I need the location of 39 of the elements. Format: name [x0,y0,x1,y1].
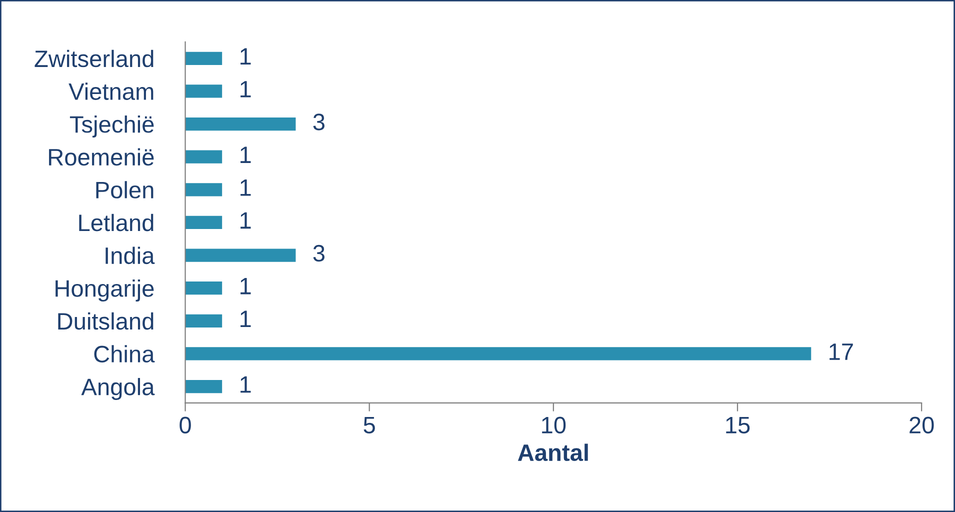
x-tick-label: 20 [910,416,934,434]
bar [185,117,296,131]
y-tick-label: Letland [79,214,154,232]
data-label: 3 [313,114,324,130]
bar [185,314,222,328]
bar [185,248,296,262]
data-label: 1 [240,310,251,328]
y-tick-label: Hongarije [56,280,154,302]
x-tick-label: 5 [364,417,375,434]
y-tick-label: Angola [81,378,155,400]
data-label: 1 [240,212,251,229]
bar [185,282,222,295]
data-label: 3 [313,244,324,262]
y-tick-label: Tsjechië [70,115,154,138]
y-tick-label: Zwitserland [34,50,154,68]
bar [185,52,222,65]
y-tick-label: Duitsland [58,312,154,330]
x-tick-label: 10 [542,416,566,434]
x-tick-label: 0 [180,416,191,434]
bar [185,150,222,164]
data-label: 1 [240,81,251,98]
y-tick-label: Polen [96,181,154,198]
bar [185,380,222,394]
x-tick-label: 15 [726,417,750,434]
data-label: 1 [240,146,251,163]
data-label: 1 [240,180,251,196]
data-label: 1 [240,48,251,64]
y-tick-label: Roemenië [49,148,154,166]
data-label: 1 [240,278,251,294]
y-tick-label: Vietnam [68,82,154,100]
x-axis-title: Aantal [518,444,588,462]
y-tick-label: India [106,246,155,264]
bar [185,216,222,230]
data-label: 1 [240,376,251,393]
data-label: 17 [830,344,853,360]
bar [185,347,812,360]
y-tick-label: China [94,345,155,363]
bar [185,183,222,196]
bar [185,84,222,98]
